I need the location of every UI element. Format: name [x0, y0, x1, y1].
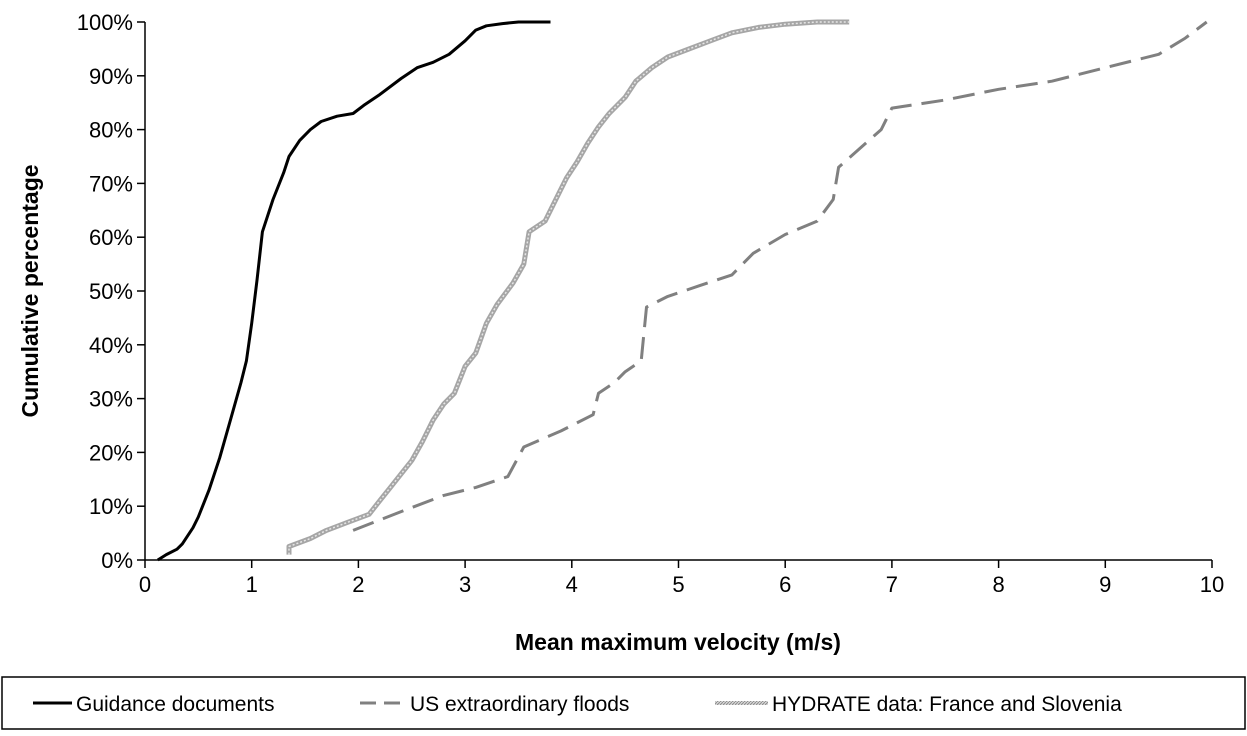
- legend-item-us-floods: US extraordinary floods: [360, 693, 629, 716]
- x-tick-label: 5: [672, 572, 684, 597]
- y-ticks: 0% 10% 20% 30% 40% 50% 60% 70% 80% 90% 100%: [77, 10, 145, 573]
- x-tick-label: 4: [566, 572, 578, 597]
- x-tick-label: 9: [1099, 572, 1111, 597]
- series-line-hydrate-texture: [288, 21, 850, 555]
- y-tick-label: 10%: [89, 494, 133, 519]
- x-tick-label: 1: [246, 572, 258, 597]
- y-axis-title: Cumulative percentage: [17, 164, 43, 417]
- legend-item-guidance: Guidance documents: [33, 693, 274, 716]
- y-tick-label: 60%: [89, 225, 133, 250]
- legend-label-guidance: Guidance documents: [76, 693, 274, 716]
- series-line-hydrate: [286, 19, 850, 555]
- x-tick-label: 10: [1200, 572, 1224, 597]
- y-tick-label: 90%: [89, 64, 133, 89]
- legend-label-us-floods: US extraordinary floods: [410, 693, 629, 716]
- y-tick-label: 100%: [77, 10, 133, 35]
- x-axis-title: Mean maximum velocity (m/s): [515, 629, 841, 655]
- legend-item-hydrate: HYDRATE data: France and Slovenia: [715, 693, 1122, 716]
- y-tick-label: 80%: [89, 118, 133, 143]
- series-line-us-floods: [352, 20, 1208, 532]
- legend: Guidance documents US extraordinary floo…: [1, 676, 1246, 730]
- y-tick-label: 0%: [101, 548, 133, 573]
- legend-label-hydrate: HYDRATE data: France and Slovenia: [772, 693, 1122, 716]
- y-tick-label: 40%: [89, 333, 133, 358]
- y-tick-label: 20%: [89, 440, 133, 465]
- x-tick-label: 0: [139, 572, 151, 597]
- x-tick-label: 7: [886, 572, 898, 597]
- x-tick-label: 2: [352, 572, 364, 597]
- x-tick-label: 8: [992, 572, 1004, 597]
- legend-swatch-hydrate: [715, 701, 768, 705]
- legend-box: [1, 676, 1246, 730]
- x-ticks: 0 1 2 3 4 5 6 7 8 9 10: [139, 560, 1224, 597]
- y-tick-label: 50%: [89, 279, 133, 304]
- y-tick-label: 30%: [89, 387, 133, 412]
- series-line-guidance: [156, 20, 551, 562]
- x-tick-label: 6: [779, 572, 791, 597]
- y-tick-label: 70%: [89, 171, 133, 196]
- x-tick-label: 3: [459, 572, 471, 597]
- series-group: [156, 19, 1208, 562]
